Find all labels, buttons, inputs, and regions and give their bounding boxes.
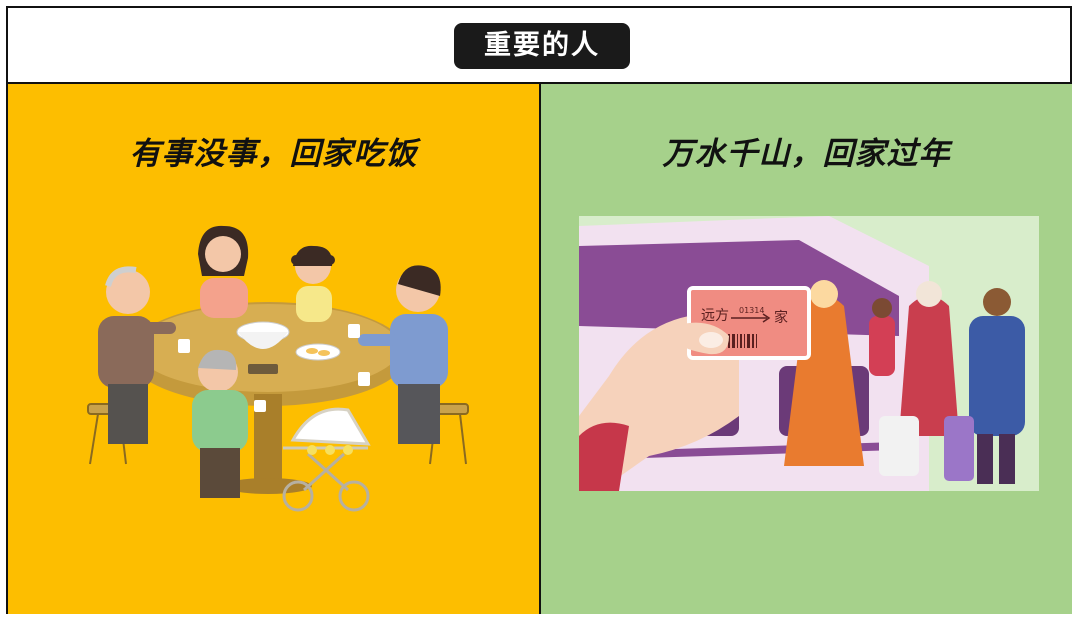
- travelers: [784, 280, 1025, 484]
- dish-tray: [248, 364, 278, 374]
- right-caption: 万水千山，回家过年: [662, 136, 951, 172]
- left-panel: 有事没事，回家吃饭: [8, 84, 541, 614]
- girl-figure: [291, 245, 335, 322]
- train-ticket-illustration: 远方 01314 家: [579, 216, 1039, 491]
- grandma-figure: [192, 349, 248, 498]
- mother-figure: [198, 225, 249, 318]
- comic-frame: 重要的人 有事没事，回家吃饭: [6, 6, 1072, 614]
- right-panel: 万水千山，回家过年: [541, 84, 1072, 614]
- plate: [295, 343, 341, 361]
- hand-with-ticket: 远方 01314 家: [579, 286, 811, 491]
- ticket-number: 01314: [739, 306, 764, 315]
- father-figure: [358, 265, 448, 444]
- baby-stroller: [282, 407, 371, 512]
- grandpa-figure: [98, 266, 176, 444]
- header-bar: 重要的人: [8, 8, 1070, 84]
- family-dinner-illustration: [87, 225, 469, 512]
- page-title: 重要的人: [454, 23, 630, 69]
- left-caption: 有事没事，回家吃饭: [129, 136, 418, 172]
- ticket-to: 家: [774, 309, 788, 326]
- ticket-from: 远方: [701, 308, 729, 324]
